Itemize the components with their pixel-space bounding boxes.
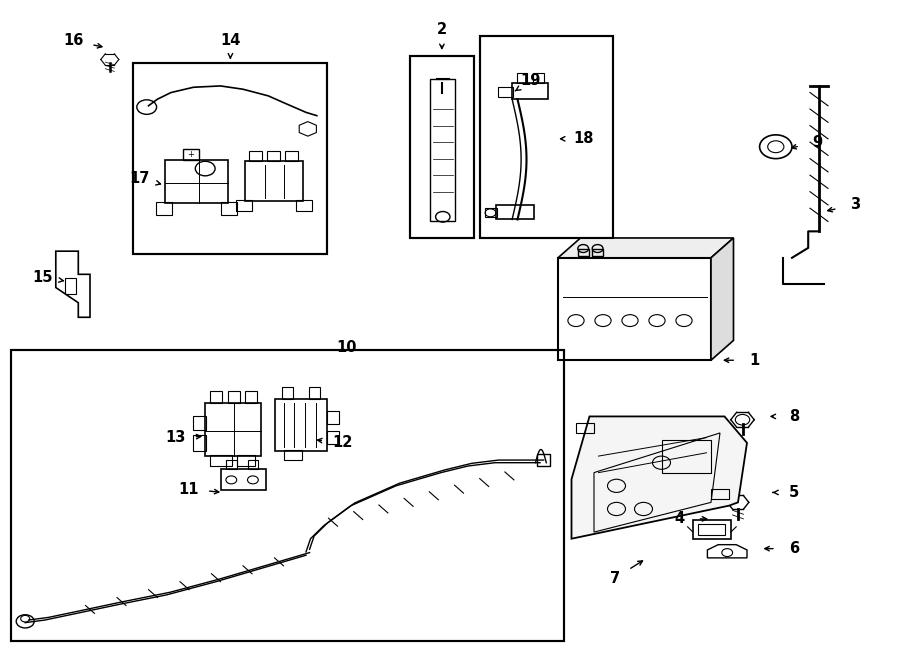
Bar	[11, 350, 564, 641]
Bar	[498, 87, 513, 97]
Bar	[430, 79, 455, 221]
Bar	[183, 149, 199, 160]
Bar	[65, 278, 76, 294]
Polygon shape	[711, 238, 733, 360]
Bar	[711, 489, 729, 499]
Bar	[327, 431, 339, 444]
Bar	[237, 455, 255, 466]
Bar	[210, 455, 232, 466]
Bar	[537, 454, 550, 466]
Bar	[193, 435, 206, 451]
Text: 14: 14	[220, 34, 240, 48]
Bar	[284, 450, 302, 460]
Text: +: +	[187, 150, 194, 159]
Polygon shape	[572, 416, 747, 539]
Text: 18: 18	[573, 132, 593, 146]
Bar	[11, 350, 564, 641]
Bar	[133, 63, 327, 254]
Bar	[576, 423, 594, 433]
Text: 12: 12	[332, 436, 352, 450]
Text: 9: 9	[812, 135, 823, 149]
Text: 8: 8	[788, 409, 799, 424]
Bar	[220, 202, 237, 215]
Text: 13: 13	[166, 430, 185, 445]
Bar	[698, 524, 725, 535]
Bar	[296, 200, 312, 211]
Bar	[578, 249, 589, 256]
Bar	[156, 202, 172, 215]
Bar	[662, 440, 711, 473]
Bar	[496, 205, 534, 219]
Bar	[410, 56, 474, 238]
Text: 16: 16	[64, 34, 84, 48]
Text: 5: 5	[788, 485, 799, 500]
Bar	[226, 460, 237, 469]
Bar	[410, 56, 474, 238]
Bar	[285, 151, 298, 161]
Bar	[245, 391, 257, 403]
Text: 10: 10	[337, 340, 356, 354]
Bar	[282, 387, 292, 399]
Text: 2: 2	[436, 22, 447, 37]
Text: 19: 19	[521, 73, 541, 88]
Text: 6: 6	[788, 541, 799, 556]
Bar	[485, 208, 497, 217]
Bar	[220, 469, 266, 490]
Bar	[228, 391, 240, 403]
Bar	[592, 249, 603, 256]
Bar	[249, 151, 262, 161]
Bar	[245, 161, 303, 201]
Text: 17: 17	[130, 171, 149, 186]
Bar	[693, 520, 731, 539]
Text: 4: 4	[674, 512, 685, 526]
Bar	[236, 200, 252, 211]
Bar	[210, 391, 222, 403]
Text: 1: 1	[749, 353, 760, 368]
Bar	[512, 83, 548, 99]
Bar	[267, 151, 280, 161]
Bar	[480, 36, 613, 238]
Bar	[193, 416, 206, 430]
Bar	[327, 411, 339, 424]
Bar	[205, 403, 261, 456]
Text: 15: 15	[32, 270, 52, 285]
Bar	[480, 36, 613, 238]
Bar	[517, 73, 527, 83]
Polygon shape	[558, 238, 734, 258]
Text: 7: 7	[609, 571, 620, 586]
Text: 3: 3	[850, 198, 860, 212]
Bar	[558, 258, 711, 360]
Bar	[533, 73, 544, 83]
Bar	[165, 160, 228, 203]
Bar	[248, 460, 258, 469]
Text: 11: 11	[179, 482, 199, 496]
Bar	[274, 399, 327, 451]
Bar	[309, 387, 320, 399]
Bar	[133, 63, 327, 254]
